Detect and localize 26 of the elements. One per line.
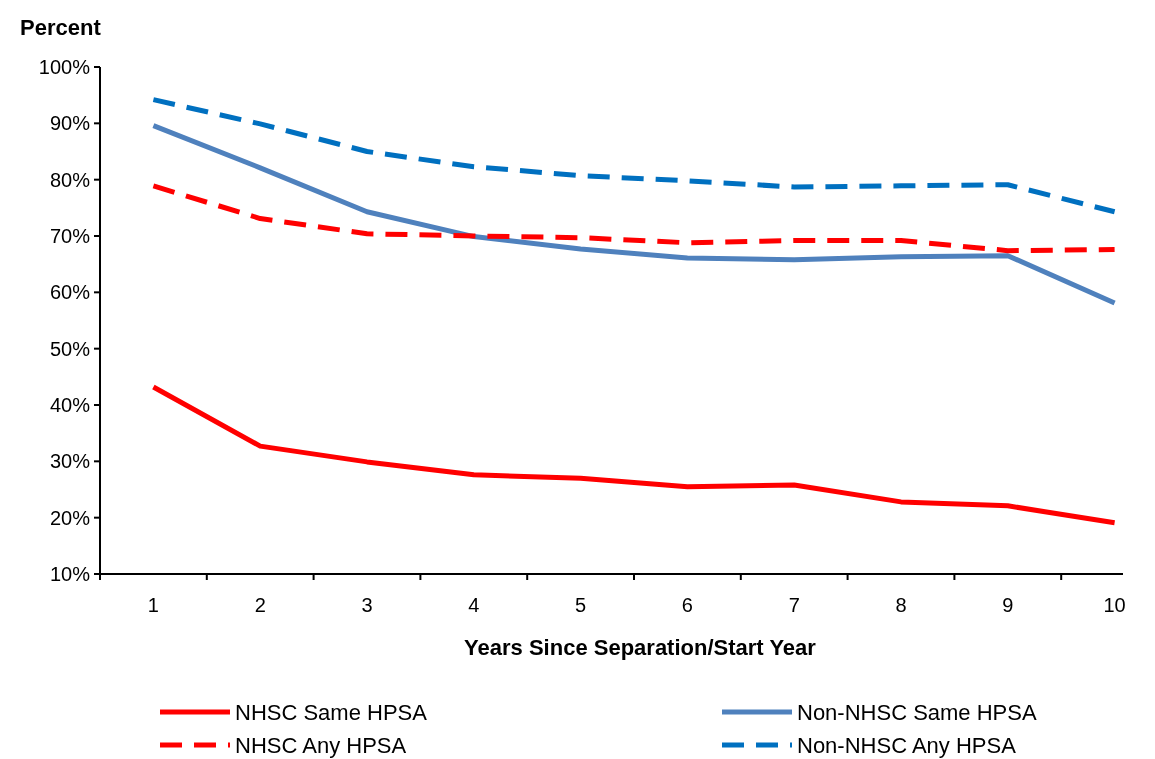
x-tick-label: 2 [254, 594, 266, 616]
x-tick-label: 1 [147, 594, 159, 616]
y-tick-label: 90% [49, 112, 91, 135]
x-tick-label: 7 [788, 594, 800, 616]
y-tick-label: 100% [38, 56, 91, 78]
x-axis-title: Years Since Separation/Start Year [464, 635, 817, 660]
legend-label: Non-NHSC Same HPSA [797, 699, 1037, 725]
y-tick-label: 10% [49, 563, 91, 585]
x-tick-label: 10 [1103, 594, 1126, 616]
y-tick-label: 20% [49, 506, 91, 529]
x-tick-label: 4 [468, 594, 480, 616]
y-tick-label: 70% [49, 225, 91, 247]
x-tick-label: 8 [895, 594, 907, 616]
x-tick-label: 5 [575, 594, 587, 616]
y-tick-label: 80% [49, 168, 91, 191]
legend-label: Non-NHSC Any HPSA [797, 732, 1017, 758]
y-axis-title: Percent [20, 15, 102, 40]
x-tick-label: 9 [1002, 594, 1014, 616]
y-tick-label: 60% [49, 281, 91, 304]
y-tick-label: 50% [49, 337, 91, 360]
y-tick-label: 40% [49, 394, 91, 416]
legend-label: NHSC Same HPSA [235, 699, 428, 725]
y-tick-label: 30% [49, 450, 91, 473]
x-tick-label: 3 [361, 594, 373, 616]
legend-label: NHSC Any HPSA [235, 732, 407, 758]
x-tick-label: 6 [681, 594, 693, 616]
